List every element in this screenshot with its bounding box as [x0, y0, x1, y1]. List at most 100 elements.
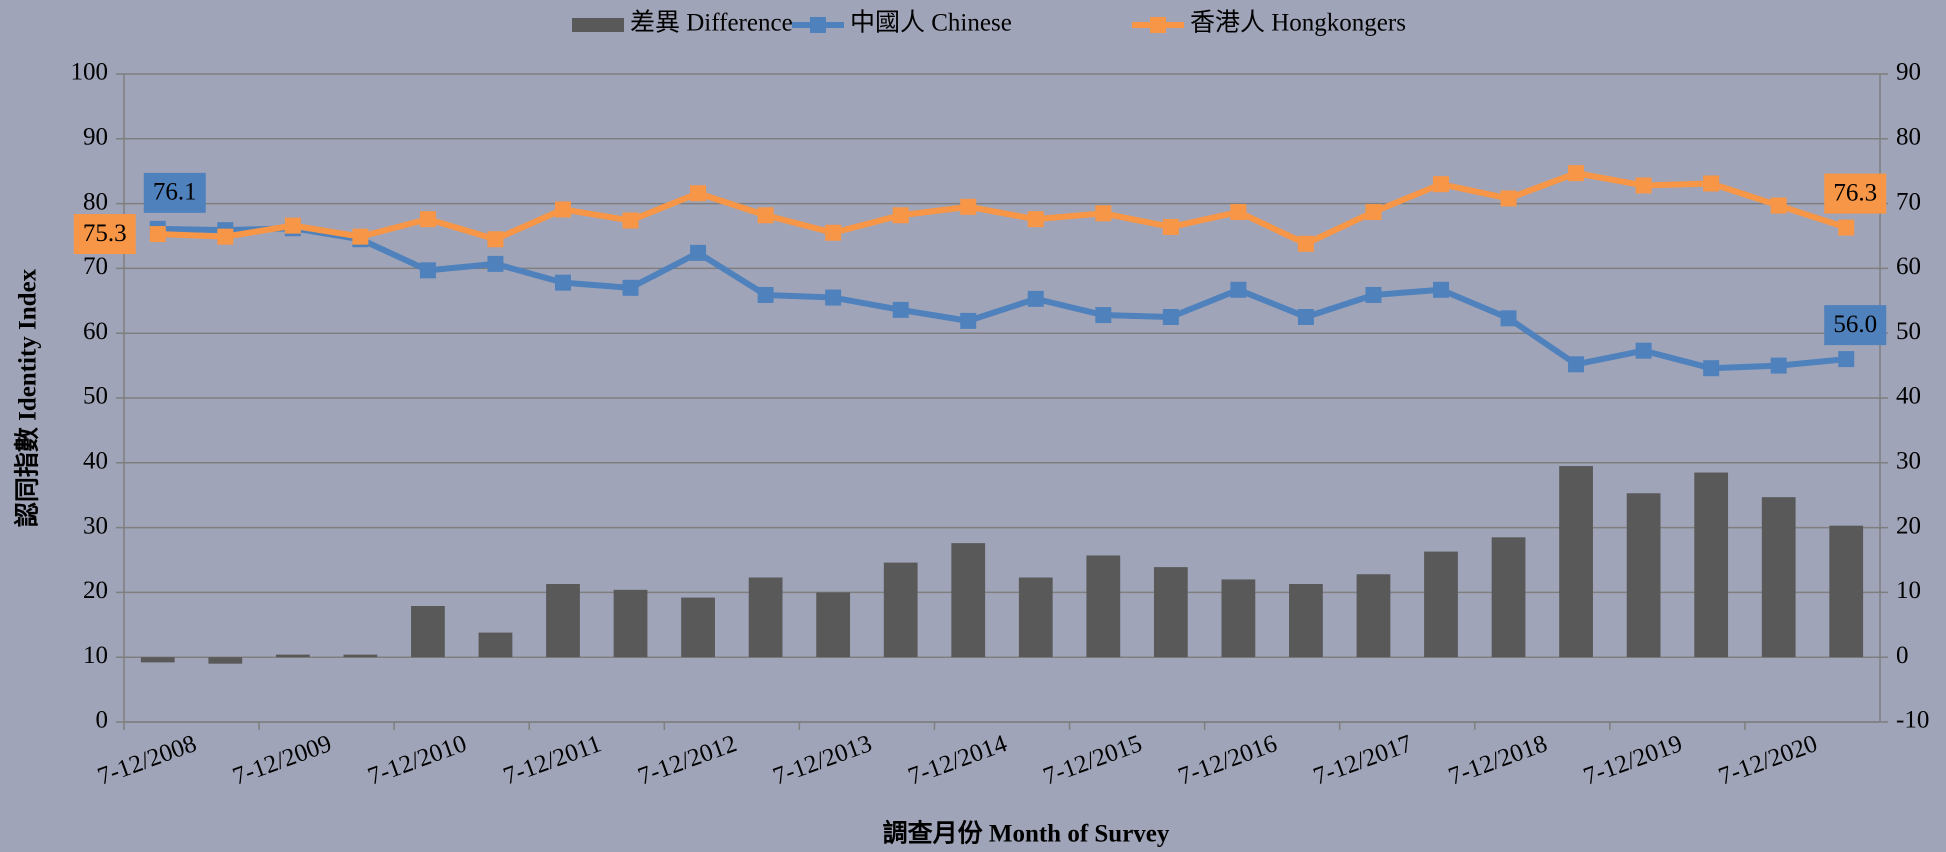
line	[157, 225, 1847, 372]
marker	[1365, 286, 1382, 303]
y-axis-title: 認同指數 Identity Index	[13, 268, 42, 527]
marker	[284, 217, 301, 234]
marker	[1500, 310, 1517, 327]
y2-tick-label: 10	[1896, 577, 1921, 604]
marker	[352, 228, 369, 245]
marker	[149, 226, 166, 243]
marker	[1433, 281, 1449, 298]
y-tick-label: 50	[83, 383, 108, 410]
marker	[622, 212, 639, 229]
marker	[1162, 309, 1179, 325]
marker	[690, 185, 707, 202]
data-label-box	[73, 214, 136, 255]
bar	[1829, 525, 1864, 658]
bar	[1356, 574, 1391, 658]
y-tick-label: 20	[83, 577, 108, 604]
y-tick-label: 70	[83, 253, 108, 280]
marker	[690, 244, 707, 261]
marker	[892, 207, 909, 224]
marker	[217, 228, 234, 245]
marker	[1500, 190, 1517, 207]
marker	[555, 201, 571, 218]
data-label: 76.3	[1833, 179, 1877, 206]
y-tick-label: 90	[83, 124, 108, 151]
y2-tick-label: 70	[1896, 188, 1921, 215]
marker	[960, 198, 977, 215]
marker	[1838, 351, 1855, 368]
y-tick-label: 60	[83, 318, 108, 345]
bar	[411, 606, 445, 658]
marker	[419, 262, 436, 279]
bar	[1694, 472, 1729, 658]
marker	[825, 224, 842, 241]
y-tick-label: 40	[83, 448, 108, 475]
marker	[1703, 360, 1720, 377]
y-tick-label: 10	[83, 642, 108, 669]
legend-swatch	[572, 18, 624, 32]
bar	[1153, 567, 1188, 658]
bar	[478, 632, 513, 658]
marker	[1162, 218, 1179, 235]
bar	[1221, 579, 1256, 658]
y2-tick-label: 80	[1896, 124, 1921, 151]
y2-tick-label: 40	[1896, 383, 1921, 410]
legend-label: 香港人 Hongkongers	[1190, 9, 1406, 37]
bar	[546, 583, 580, 658]
marker	[419, 211, 436, 228]
bar	[208, 657, 243, 664]
bar	[681, 597, 715, 658]
marker	[1568, 356, 1585, 373]
bar	[140, 657, 175, 663]
marker	[1770, 357, 1787, 374]
marker	[1770, 197, 1787, 214]
bar	[1018, 577, 1053, 658]
y-tick-label: 80	[83, 188, 108, 215]
y2-tick-label: 90	[1896, 59, 1921, 86]
y2-tick-label: 30	[1896, 448, 1921, 475]
legend-label: 差異 Difference	[630, 9, 793, 37]
marker	[1095, 307, 1112, 324]
marker	[1433, 176, 1449, 193]
marker	[825, 289, 842, 306]
marker	[1230, 281, 1247, 298]
line	[157, 170, 1848, 247]
data-label: 56.0	[1833, 311, 1877, 338]
bar	[1424, 551, 1458, 658]
marker	[1635, 342, 1652, 359]
marker	[487, 255, 504, 272]
marker	[1297, 235, 1314, 252]
data-label-box	[1824, 305, 1887, 346]
legend-swatch	[810, 17, 826, 33]
marker	[1838, 219, 1855, 236]
marker	[555, 274, 571, 291]
bar	[883, 562, 918, 658]
data-label-box	[1824, 173, 1887, 214]
bar	[613, 589, 648, 658]
y2-tick-label: 50	[1896, 318, 1921, 345]
bar	[1559, 466, 1593, 658]
bar	[1289, 583, 1323, 658]
y-tick-label: 30	[83, 512, 108, 539]
marker	[1027, 290, 1044, 307]
marker	[1297, 309, 1314, 325]
x-axis-title: 調查月份 Month of Survey	[883, 819, 1170, 848]
bar	[275, 654, 310, 658]
marker	[1365, 204, 1382, 221]
marker	[1703, 175, 1720, 192]
data-label: 75.3	[83, 220, 127, 247]
marker	[487, 231, 504, 248]
marker	[1027, 211, 1044, 228]
bar	[951, 543, 986, 658]
y2-tick-label: 0	[1896, 642, 1909, 669]
marker	[1635, 177, 1652, 194]
marker	[1230, 204, 1247, 221]
marker	[757, 286, 774, 303]
bar	[816, 592, 851, 658]
marker	[1095, 205, 1112, 222]
data-label: 76.1	[153, 179, 197, 206]
marker	[960, 312, 977, 329]
bar	[1086, 555, 1121, 658]
bar	[1761, 497, 1796, 658]
